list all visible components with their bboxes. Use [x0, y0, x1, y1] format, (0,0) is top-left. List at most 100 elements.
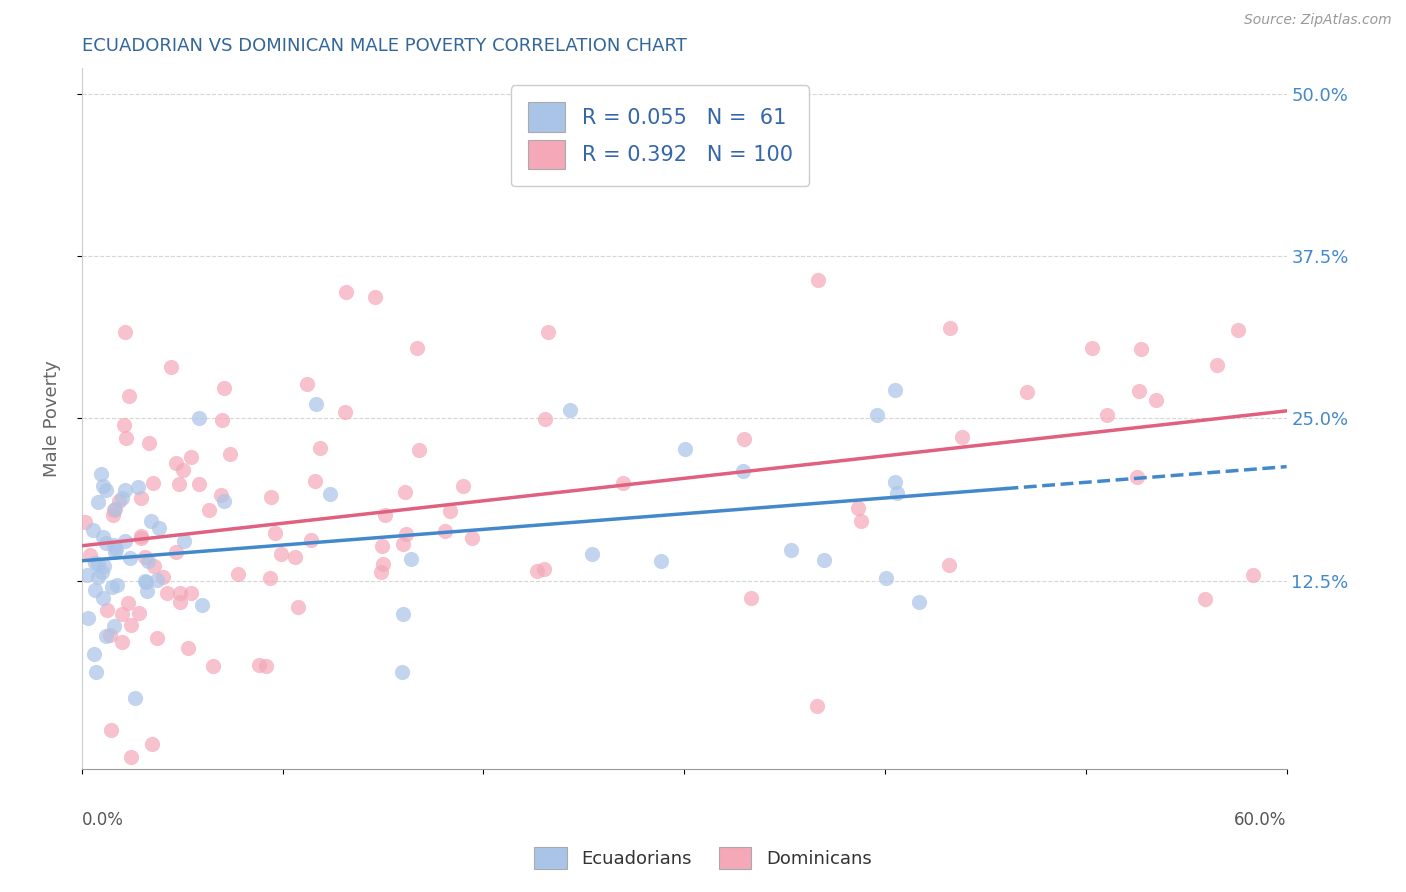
Point — [807, 273, 830, 287]
Point — [370, 565, 392, 579]
Point — [160, 360, 183, 375]
Point — [142, 476, 165, 491]
Point — [84, 665, 107, 679]
Point — [141, 737, 163, 751]
Point — [84, 582, 107, 597]
Point — [211, 413, 233, 427]
Point — [558, 402, 581, 417]
Point — [392, 537, 415, 551]
Point — [120, 617, 142, 632]
Point — [371, 539, 394, 553]
Point — [94, 536, 117, 550]
Point — [866, 408, 889, 422]
Legend: Ecuadorians, Dominicans: Ecuadorians, Dominicans — [526, 838, 880, 879]
Point — [128, 606, 150, 620]
Point — [1194, 591, 1216, 606]
Point — [1081, 341, 1104, 355]
Point — [305, 397, 328, 411]
Point — [304, 475, 326, 489]
Point — [103, 538, 125, 552]
Point — [249, 657, 271, 672]
Point — [77, 611, 100, 625]
Point — [114, 483, 136, 498]
Point — [650, 554, 672, 568]
Point — [780, 543, 803, 558]
Point — [263, 525, 285, 540]
Point — [173, 533, 195, 548]
Point — [111, 607, 134, 622]
Point — [533, 562, 555, 576]
Point — [104, 541, 127, 556]
Point — [83, 647, 105, 661]
Point — [91, 591, 114, 606]
Text: 60.0%: 60.0% — [1234, 811, 1286, 829]
Point — [259, 571, 281, 585]
Point — [180, 450, 202, 465]
Point — [434, 524, 457, 538]
Point — [228, 566, 250, 581]
Point — [100, 723, 122, 737]
Point — [129, 531, 152, 545]
Text: ECUADORIAN VS DOMINICAN MALE POVERTY CORRELATION CHART: ECUADORIAN VS DOMINICAN MALE POVERTY COR… — [82, 37, 686, 55]
Point — [79, 548, 101, 562]
Point — [165, 456, 187, 470]
Point — [254, 658, 277, 673]
Point — [188, 476, 211, 491]
Point — [152, 570, 174, 584]
Point — [399, 552, 422, 566]
Point — [105, 578, 128, 592]
Point — [76, 567, 98, 582]
Point — [134, 574, 156, 588]
Point — [1241, 568, 1264, 582]
Point — [392, 607, 415, 622]
Point — [201, 659, 224, 673]
Point — [91, 529, 114, 543]
Point — [581, 548, 603, 562]
Point — [82, 523, 104, 537]
Point — [408, 442, 430, 457]
Point — [143, 558, 166, 573]
Point — [188, 411, 211, 425]
Point — [287, 600, 309, 615]
Point — [94, 483, 117, 497]
Point — [108, 494, 131, 508]
Point — [87, 495, 110, 509]
Point — [87, 557, 110, 571]
Point — [165, 545, 187, 559]
Point — [284, 549, 307, 564]
Point — [117, 596, 139, 610]
Point — [886, 486, 908, 500]
Point — [733, 432, 755, 446]
Point — [214, 381, 236, 395]
Point — [333, 405, 356, 419]
Point — [395, 526, 418, 541]
Text: 0.0%: 0.0% — [82, 811, 124, 829]
Point — [1130, 342, 1153, 356]
Text: Source: ZipAtlas.com: Source: ZipAtlas.com — [1244, 13, 1392, 28]
Point — [83, 556, 105, 570]
Point — [127, 480, 149, 494]
Point — [733, 464, 755, 478]
Point — [364, 290, 387, 304]
Point — [299, 533, 322, 547]
Point — [319, 487, 342, 501]
Point — [212, 494, 235, 508]
Point — [120, 749, 142, 764]
Point — [103, 619, 125, 633]
Point — [129, 491, 152, 506]
Point — [104, 502, 127, 516]
Point — [1126, 470, 1149, 484]
Point — [111, 491, 134, 505]
Point — [136, 583, 159, 598]
Point — [908, 595, 931, 609]
Point — [135, 574, 157, 589]
Point — [740, 591, 762, 606]
Point — [169, 595, 191, 609]
Point — [612, 476, 634, 491]
Point — [295, 376, 318, 391]
Point — [91, 565, 114, 579]
Point — [219, 447, 242, 461]
Point — [93, 558, 115, 573]
Point — [96, 603, 118, 617]
Point — [73, 515, 96, 529]
